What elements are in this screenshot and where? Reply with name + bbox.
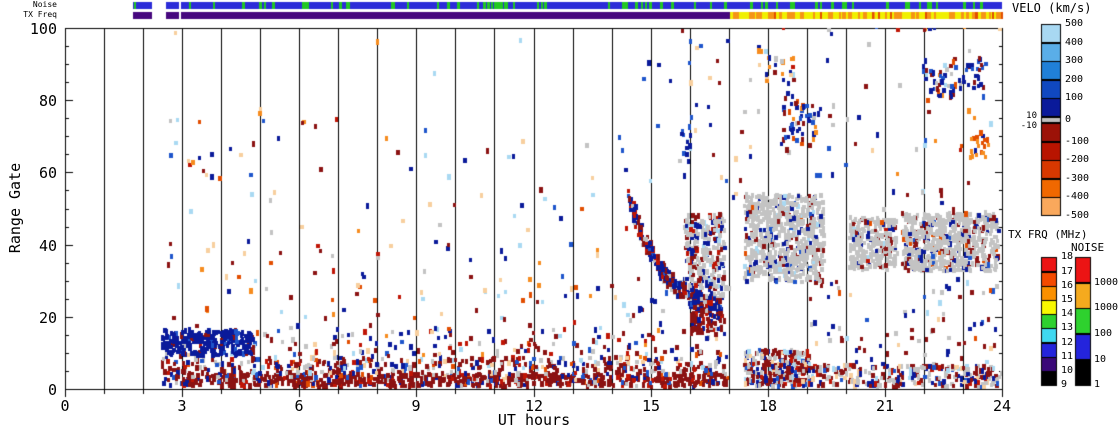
noise-scale-label: 1	[1094, 379, 1101, 390]
noise-colorbar-title: NOISE	[1071, 241, 1105, 254]
x-tick-label: 21	[875, 397, 895, 415]
x-tick-label: 18	[758, 397, 778, 415]
txfrq-scale-label: 17	[1061, 266, 1074, 277]
x-tick-label: 15	[641, 397, 661, 415]
noise-strip-label: Noise	[32, 0, 57, 9]
y-tick-label: 20	[38, 309, 57, 327]
velo-scale-label: 0	[1065, 114, 1072, 125]
x-tick-label: 12	[524, 397, 544, 415]
velo-scale-label: 500	[1065, 18, 1084, 29]
velo-scale-label: 300	[1065, 55, 1084, 66]
velo-zero-upper-label: 10	[1026, 111, 1037, 121]
txfrq-scale-label: 11	[1061, 351, 1074, 362]
x-tick-label: 0	[60, 397, 70, 415]
y-tick-label: 0	[47, 381, 57, 399]
x-tick-label: 9	[411, 397, 421, 415]
txfrq-colorbar-title: TX FRQ (MHz)	[1008, 228, 1088, 241]
velo-scale-label: 400	[1065, 37, 1084, 48]
velo-zero-lower-label: -10	[1020, 121, 1037, 131]
noise-scale-label: 10000	[1094, 277, 1118, 288]
txfreq-strip-label: TX Freq	[23, 10, 57, 19]
txfrq-scale-label: 10	[1061, 365, 1074, 376]
velo-scale-label: -400	[1065, 191, 1090, 202]
x-axis-title: UT hours	[497, 411, 571, 429]
y-tick-label: 60	[38, 164, 57, 182]
x-tick-label: 3	[177, 397, 187, 415]
noise-scale-label: 10	[1094, 354, 1107, 365]
x-tick-label: 24	[992, 397, 1012, 415]
velo-scale-label: -200	[1065, 154, 1090, 165]
y-tick-label: 80	[38, 92, 57, 110]
noise-scale-label: 1000	[1094, 302, 1118, 313]
noise-scale-label: 100	[1094, 328, 1113, 339]
velo-scale-label: 100	[1065, 92, 1084, 103]
velo-scale-label: -500	[1065, 210, 1090, 221]
txfrq-scale-label: 12	[1061, 337, 1074, 348]
txfrq-scale-label: 9	[1061, 379, 1068, 390]
txfrq-scale-label: 14	[1061, 308, 1074, 319]
y-tick-label: 40	[38, 237, 57, 255]
y-tick-label: 100	[29, 20, 57, 38]
velo-colorbar-title: VELO (km/s)	[1012, 1, 1092, 15]
txfrq-scale-label: 16	[1061, 280, 1074, 291]
velo-scale-label: 200	[1065, 74, 1084, 85]
txfrq-scale-label: 18	[1061, 251, 1074, 262]
txfrq-scale-label: 15	[1061, 294, 1074, 305]
txfrq-scale-label: 13	[1061, 322, 1074, 333]
x-tick-label: 6	[294, 397, 304, 415]
velo-scale-label: -100	[1065, 136, 1090, 147]
velo-scale-label: -300	[1065, 173, 1090, 184]
